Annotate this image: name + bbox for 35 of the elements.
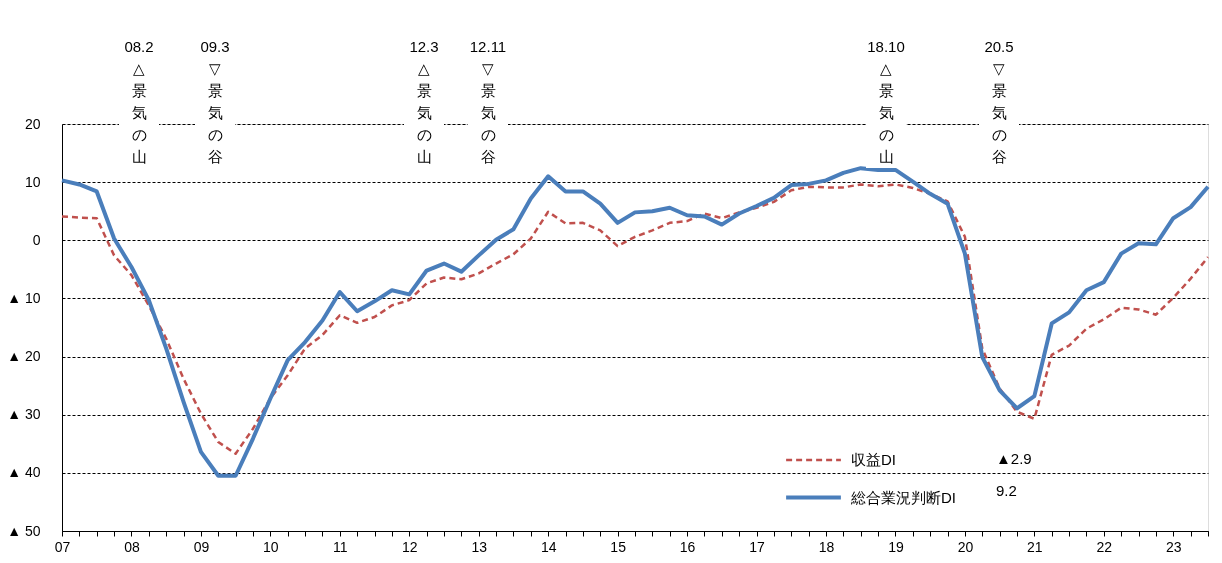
y-tick-label: ▲ 30 bbox=[7, 406, 41, 423]
y-tick-label: 10 bbox=[24, 173, 41, 190]
x-tick-label: 22 bbox=[1096, 538, 1113, 555]
x-tick-label: 12 bbox=[401, 538, 418, 555]
annotation: 08.2 △ 景気の山 bbox=[124, 38, 154, 165]
x-tick-label: 16 bbox=[679, 538, 696, 555]
annotation: 9.2 bbox=[996, 482, 1017, 499]
y-tick-label: ▲ 40 bbox=[7, 464, 41, 481]
x-tick-label: 18 bbox=[818, 538, 835, 555]
x-tick-label: 19 bbox=[888, 538, 904, 555]
annotation: 09.3 ▽ 景気の谷 bbox=[200, 38, 230, 165]
annotation: ▲2.9 bbox=[996, 450, 1032, 467]
legend-label: 収益DI bbox=[851, 451, 896, 468]
x-tick-label: 17 bbox=[749, 538, 766, 555]
y-tick-label: 0 bbox=[32, 231, 41, 248]
x-tick-label: 14 bbox=[540, 538, 557, 555]
annotation: 12.11 ▽ 景気の谷 bbox=[469, 38, 507, 165]
x-tick-label: 21 bbox=[1027, 538, 1043, 555]
annotation: 12.3 △ 景気の山 bbox=[409, 38, 439, 165]
y-tick-label: 20 bbox=[24, 115, 41, 132]
y-tick-label: ▲ 10 bbox=[7, 289, 41, 306]
x-tick-label: 09 bbox=[193, 538, 210, 555]
legend-label: 総合業況判断DI bbox=[850, 488, 956, 506]
y-tick-label: ▲ 50 bbox=[7, 522, 41, 539]
x-tick-label: 07 bbox=[54, 538, 71, 555]
x-tick-label: 15 bbox=[610, 538, 627, 555]
x-tick-label: 11 bbox=[333, 538, 348, 555]
x-tick-label: 20 bbox=[957, 538, 974, 555]
annotation: 18.10 △ 景気の山 bbox=[867, 38, 905, 165]
x-tick-label: 23 bbox=[1165, 538, 1182, 555]
x-tick-label: 08 bbox=[124, 538, 140, 555]
y-tick-label: ▲ 20 bbox=[7, 348, 41, 365]
x-tick-label: 10 bbox=[263, 538, 279, 555]
x-tick-label: 13 bbox=[471, 538, 488, 555]
annotation: 20.5 ▽ 景気の谷 bbox=[984, 38, 1014, 165]
